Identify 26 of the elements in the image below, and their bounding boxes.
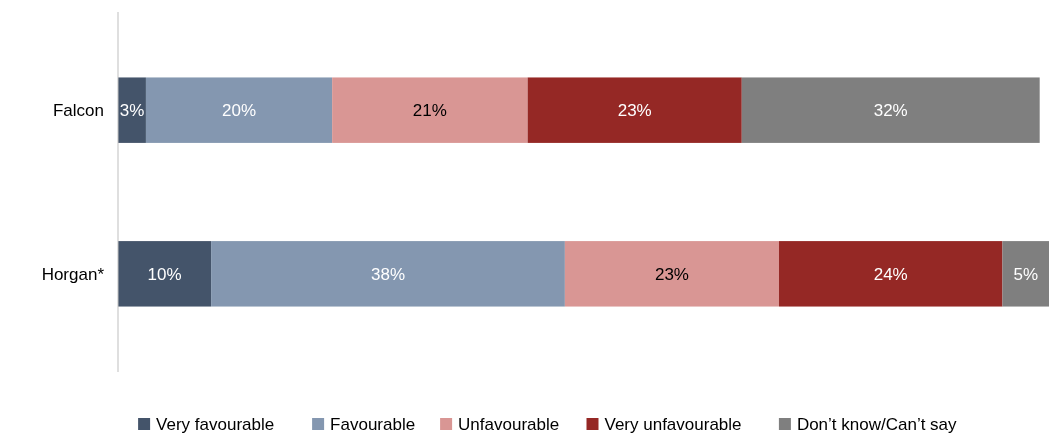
- y-tick-label: Horgan*: [41, 264, 105, 284]
- legend-label: Don’t know/Can’t say: [796, 414, 958, 434]
- data-label: 32%: [873, 101, 908, 121]
- bar: [211, 241, 565, 307]
- bar: [145, 77, 333, 143]
- bar: [779, 241, 1003, 307]
- data-label: 24%: [873, 264, 908, 284]
- data-label: 5%: [1013, 264, 1039, 284]
- data-label: 10%: [147, 264, 182, 284]
- bar: [564, 241, 780, 307]
- bar: [118, 241, 212, 307]
- legend-label: Very favourable: [156, 414, 275, 434]
- bar: [741, 77, 1040, 143]
- bar: [332, 77, 528, 143]
- legend-label: Unfavourable: [458, 414, 560, 434]
- data-label: 20%: [222, 101, 257, 121]
- data-label: 3%: [119, 101, 145, 121]
- data-label: 23%: [617, 101, 652, 121]
- bar: [1002, 241, 1049, 307]
- legend-label: Very unfavourable: [604, 414, 742, 434]
- data-label: 38%: [370, 264, 406, 284]
- y-tick-label: Falcon: [52, 101, 104, 121]
- legend-label: Favourable: [330, 414, 416, 434]
- data-label: 21%: [412, 101, 447, 121]
- bar: [527, 77, 742, 143]
- data-label: 23%: [654, 264, 689, 284]
